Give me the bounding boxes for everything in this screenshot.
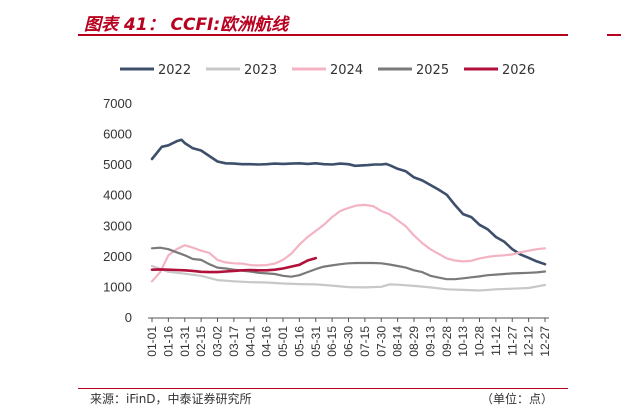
x-tick-label: 06-15: [325, 326, 339, 357]
x-tick-label: 05-16: [292, 326, 306, 357]
y-tick-label: 4000: [103, 188, 132, 203]
legend-label-2026: 2026: [502, 63, 535, 78]
series-lines: [150, 138, 547, 292]
x-tick-label: 11-27: [505, 326, 519, 356]
x-tick-label: 12-27: [538, 326, 552, 357]
x-tick-label: 08-29: [407, 326, 421, 357]
x-tick-label: 10-13: [456, 326, 470, 357]
x-tick-label: 12-12: [522, 326, 536, 357]
series-line-2025: [150, 246, 547, 281]
x-tick-label: 09-13: [423, 326, 437, 357]
y-tick-label: 3000: [103, 218, 132, 233]
y-tick-label: 0: [125, 310, 132, 325]
x-tick-label: 01-16: [161, 326, 175, 357]
unit-note: （单位：点）: [480, 392, 553, 406]
x-tick-label: 04-16: [260, 326, 274, 357]
x-tick-label: 09-28: [440, 326, 454, 357]
series-line-2023: [150, 264, 547, 292]
x-tick-label: 02-15: [194, 326, 208, 357]
chart-title: 图表 41： CCFI:欧洲航线: [84, 15, 289, 35]
legend-label-2025: 2025: [416, 63, 449, 78]
y-tick-label: 6000: [103, 127, 132, 142]
x-axis: 01-01 01-16 01-31 02-15 03-02 03-17 04-01 04-16…: [145, 318, 552, 357]
x-tick-label: 08-14: [391, 326, 405, 357]
series-line-2024: [150, 203, 547, 283]
x-tick-label: 10-28: [473, 326, 487, 357]
y-tick-label: 2000: [103, 249, 132, 264]
y-axis: 0 1000 2000 3000 4000 5000 6000 7000: [103, 96, 132, 325]
line-chart: 2022 2023 2024 2025 2026 0 1000 2000 3000 4000 50…: [103, 63, 552, 357]
y-tick-label: 1000: [103, 279, 132, 294]
right-divider-mark: [607, 34, 621, 36]
series-line-2022: [150, 138, 547, 266]
legend-label-2024: 2024: [330, 63, 363, 78]
legend: 2022 2023 2024 2025 2026: [120, 63, 535, 78]
x-tick-label: 06-30: [342, 326, 356, 357]
x-tick-label: 01-01: [145, 326, 159, 357]
legend-label-2023: 2023: [244, 63, 277, 78]
x-tick-label: 04-01: [243, 326, 257, 357]
y-tick-label: 7000: [103, 96, 132, 111]
source-note: 来源：iFinD，中泰证券研究所: [90, 392, 252, 406]
legend-label-2022: 2022: [158, 63, 191, 78]
x-tick-label: 05-31: [309, 326, 323, 357]
x-tick-label: 07-15: [358, 326, 372, 357]
x-tick-label: 05-01: [276, 326, 290, 357]
series-line-2026: [150, 256, 318, 274]
x-tick-label: 01-31: [178, 326, 192, 357]
x-tick-label: 11-12: [489, 326, 503, 356]
x-tick-label: 03-17: [227, 326, 241, 357]
y-tick-label: 5000: [103, 157, 132, 172]
title-bar: 图表 41： CCFI:欧洲航线: [78, 8, 568, 36]
x-tick-label: 03-02: [211, 326, 225, 357]
x-tick-label: 07-30: [374, 326, 388, 357]
source-divider: [78, 388, 568, 389]
